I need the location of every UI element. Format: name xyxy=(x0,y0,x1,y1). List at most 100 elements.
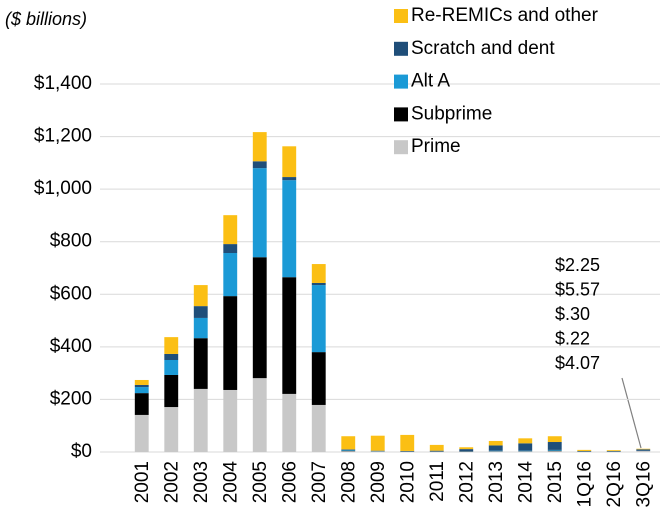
bar-segment xyxy=(547,436,562,443)
bar-segment xyxy=(282,177,297,181)
bar-segment xyxy=(518,450,533,452)
x-tick-label: 3Q16 xyxy=(633,461,654,507)
bar-segment xyxy=(341,449,356,451)
leader-line xyxy=(621,377,642,449)
bar-segment xyxy=(488,445,503,451)
x-tick-label: 2011 xyxy=(427,461,448,502)
y-tick-label: $1,000 xyxy=(34,178,92,199)
bar-segment xyxy=(488,440,503,446)
bar-segment xyxy=(164,407,179,452)
x-tick-label: 2015 xyxy=(545,461,566,503)
data-label: $5.57 xyxy=(555,279,600,299)
bar-segment xyxy=(429,444,444,451)
y-tick-label: $200 xyxy=(50,388,92,409)
bar-segment xyxy=(252,161,267,169)
legend-label: Prime xyxy=(411,136,461,157)
bar-segment xyxy=(223,253,238,297)
bar-segment xyxy=(400,434,415,451)
bar-segment xyxy=(252,378,267,452)
legend-swatch xyxy=(394,107,408,122)
x-tick-label: 2005 xyxy=(250,461,271,503)
y-tick-label: $800 xyxy=(50,231,92,252)
legend-label: Alt A xyxy=(411,71,450,92)
bar-segment xyxy=(134,387,149,394)
bar-segment xyxy=(311,404,326,452)
bar-segment xyxy=(518,438,533,444)
bar-segment xyxy=(223,215,238,245)
bar-segment xyxy=(547,451,562,452)
data-label: $4.07 xyxy=(555,353,600,373)
bar-segment xyxy=(282,146,297,178)
y-tick-label: $400 xyxy=(50,336,92,357)
x-tick-label: 2012 xyxy=(456,461,477,503)
x-tick-label: 1Q16 xyxy=(574,461,595,507)
bar-segment xyxy=(341,451,356,452)
bar-segment xyxy=(134,393,149,415)
bar-segment xyxy=(636,448,651,450)
x-tick-label: 2007 xyxy=(309,461,330,503)
data-label: $2.25 xyxy=(555,255,600,275)
bar-segment xyxy=(311,282,326,286)
legend-label: Subprime xyxy=(411,103,492,124)
y-tick-label: $1,400 xyxy=(34,73,92,94)
legend-swatch xyxy=(394,140,408,155)
y-tick-label: $600 xyxy=(50,283,92,304)
bar-segment xyxy=(636,449,651,451)
bar-segment xyxy=(311,285,326,353)
bar-segment xyxy=(341,449,356,450)
bar-segment xyxy=(459,447,474,450)
bar-segment xyxy=(164,360,179,375)
bar-segment xyxy=(164,353,179,360)
x-tick-label: 2008 xyxy=(338,461,359,503)
bar-segment xyxy=(518,443,533,451)
bar-segment xyxy=(134,414,149,452)
bar-segment xyxy=(134,379,149,385)
bar-segment xyxy=(429,450,444,452)
bar-segment xyxy=(518,451,533,452)
bar-segment xyxy=(341,436,356,450)
bar-segment xyxy=(311,264,326,283)
bar-segment xyxy=(193,317,208,339)
bar-segment xyxy=(164,374,179,408)
y-tick-label: $0 xyxy=(71,441,92,462)
bar-segment xyxy=(223,389,238,452)
bar-segment xyxy=(223,296,238,390)
bar-segment xyxy=(547,450,562,452)
y-tick-label: $1,200 xyxy=(34,126,92,147)
bar-segment xyxy=(223,244,238,254)
bar-segment xyxy=(252,257,267,379)
bar-segment xyxy=(547,449,562,451)
y-axis-label: ($ billions) xyxy=(5,9,87,29)
x-tick-label: 2003 xyxy=(191,461,212,503)
bar-segment xyxy=(636,450,651,452)
x-tick-label: 2004 xyxy=(220,461,241,504)
data-label: $.30 xyxy=(555,304,590,324)
bar-segment xyxy=(311,352,326,405)
x-tick-label: 2014 xyxy=(515,461,536,504)
x-tick-label: 2002 xyxy=(161,461,182,503)
bar-segment xyxy=(341,450,356,452)
bar-segment xyxy=(488,450,503,452)
legend-label: Scratch and dent xyxy=(411,38,555,59)
bar-segment xyxy=(282,277,297,394)
data-label: $.22 xyxy=(555,328,590,348)
legend-swatch xyxy=(394,41,408,56)
bar-segment xyxy=(459,449,474,452)
bar-segment xyxy=(193,306,208,318)
x-tick-label: 2013 xyxy=(486,461,507,503)
legend-swatch xyxy=(394,9,408,23)
bar-segment xyxy=(252,132,267,162)
bar-segment xyxy=(547,442,562,450)
bar-segment xyxy=(164,337,179,354)
x-tick-label: 2009 xyxy=(368,461,389,503)
bar-segment xyxy=(370,435,385,451)
bar-segment xyxy=(370,451,385,452)
bar-segment xyxy=(134,384,149,388)
x-tick-label: 2006 xyxy=(279,461,300,503)
bar-segment xyxy=(252,168,267,258)
legend-label: Re-REMICs and other xyxy=(411,5,599,26)
bar-segment xyxy=(488,451,503,452)
legend-swatch xyxy=(394,74,408,89)
